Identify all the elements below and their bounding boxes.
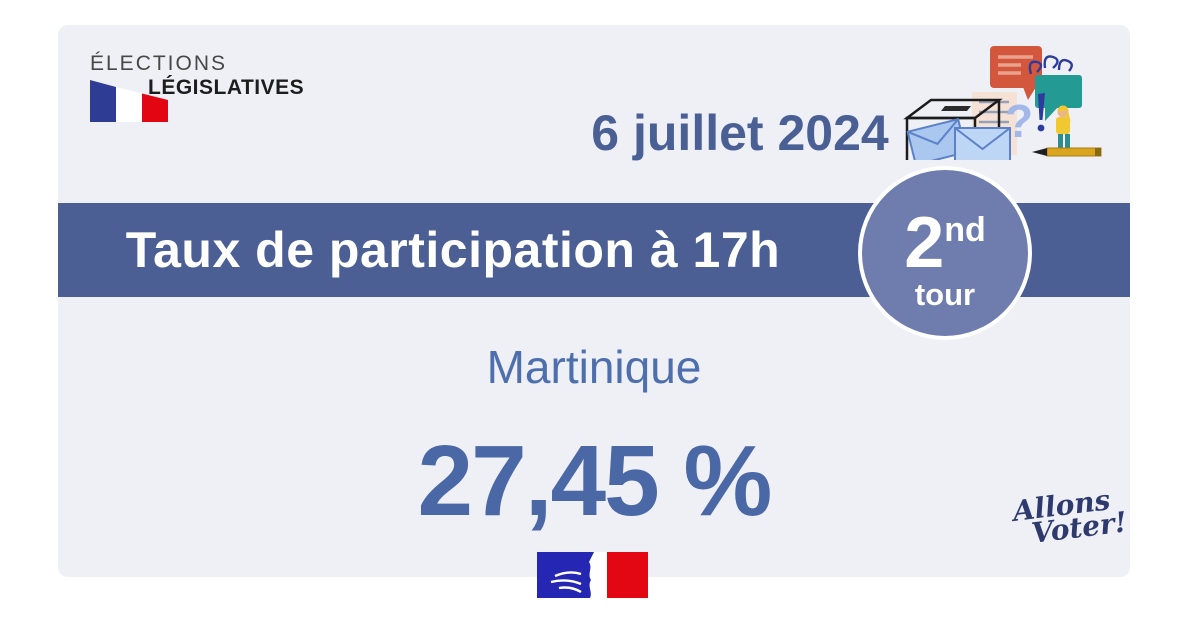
region-name: Martinique bbox=[486, 341, 702, 393]
allons-voter-logo: Allons Voter! bbox=[1011, 483, 1147, 550]
badge-ordinal: nd bbox=[944, 210, 986, 249]
badge-number: 2 bbox=[904, 202, 945, 283]
envelope-back-icon bbox=[906, 118, 968, 160]
voter-person-icon bbox=[1056, 105, 1071, 151]
voting-illustration: ? bbox=[903, 46, 1102, 160]
pencil-icon bbox=[1032, 147, 1102, 157]
banner-title: Taux de participation à 17h bbox=[125, 222, 781, 278]
badge-number-line: 2nd bbox=[904, 201, 986, 279]
logo-line2: LÉGISLATIVES bbox=[148, 76, 305, 99]
speech-bubble-red-icon bbox=[990, 46, 1042, 100]
marianne-logo bbox=[537, 552, 648, 598]
speech-bubble-teal-icon bbox=[1035, 75, 1082, 121]
logo-line1: ÉLECTIONS bbox=[90, 52, 228, 75]
badge-word: tour bbox=[914, 276, 976, 312]
envelope-front-icon bbox=[954, 127, 1011, 160]
french-flag-icon bbox=[90, 80, 168, 122]
event-date: 6 juillet 2024 bbox=[591, 105, 889, 161]
participation-value: 27,45 % bbox=[417, 425, 773, 537]
scribble-icon bbox=[1028, 55, 1073, 75]
tour-badge: 2nd tour bbox=[858, 166, 1032, 340]
exclamation-icon bbox=[1037, 93, 1045, 132]
banner-title-box: Taux de participation à 17h bbox=[58, 203, 848, 297]
